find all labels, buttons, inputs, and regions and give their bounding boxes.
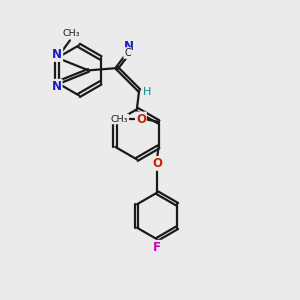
Text: H: H [143,87,151,97]
Text: CH₃: CH₃ [111,115,128,124]
Text: C: C [124,48,131,58]
Text: O: O [136,112,146,125]
Text: N: N [52,48,62,61]
Text: CH₃: CH₃ [63,29,80,38]
Text: N: N [52,80,62,93]
Text: N: N [124,40,134,53]
Text: F: F [153,241,161,254]
Text: O: O [152,157,162,170]
